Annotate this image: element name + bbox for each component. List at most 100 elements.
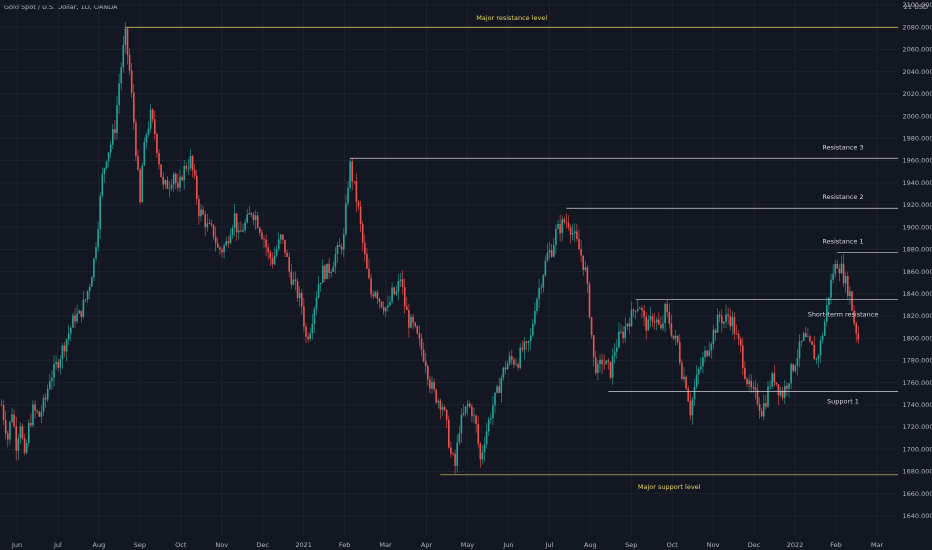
candle-body bbox=[183, 165, 185, 181]
candle-body bbox=[473, 415, 475, 417]
candle-body bbox=[704, 350, 706, 358]
candle-body bbox=[597, 364, 599, 373]
candle-body bbox=[481, 452, 484, 460]
candle-body bbox=[767, 386, 769, 407]
candle-body bbox=[23, 438, 26, 453]
candle-body bbox=[288, 256, 290, 272]
candle-body bbox=[490, 418, 492, 420]
price-levels: Major resistance level Resistance 3 Resist… bbox=[125, 14, 898, 491]
candle-body bbox=[523, 341, 526, 350]
candle-body bbox=[618, 331, 620, 348]
candle-body bbox=[622, 331, 624, 339]
candle-body bbox=[271, 258, 274, 265]
candle-body bbox=[246, 214, 248, 223]
candle-body bbox=[351, 161, 353, 182]
currency-label: 21 USD bbox=[903, 3, 928, 11]
candle-body bbox=[223, 245, 225, 253]
candle-body bbox=[653, 321, 656, 323]
price-axis[interactable]: 1640.000 1660.000 1680.000 1700.000 1720.000… bbox=[902, 1, 932, 520]
level-label: Resistance 2 bbox=[822, 193, 863, 201]
candle-body bbox=[718, 314, 721, 317]
candle-body bbox=[107, 152, 110, 162]
candle-body bbox=[546, 252, 549, 261]
candle-body bbox=[267, 247, 269, 253]
candle-body bbox=[832, 273, 834, 280]
candle-body bbox=[555, 229, 557, 245]
candle-body bbox=[672, 335, 675, 339]
candle-body bbox=[305, 326, 307, 337]
candle-body bbox=[647, 319, 650, 331]
candle-body bbox=[830, 279, 832, 298]
candle-body bbox=[118, 83, 120, 105]
candle-body bbox=[525, 341, 528, 343]
candle-body bbox=[238, 230, 240, 233]
candle-body bbox=[86, 291, 89, 300]
y-tick-label: 2060.000 bbox=[902, 46, 932, 54]
candle-body bbox=[790, 364, 792, 384]
candle-body bbox=[158, 153, 160, 165]
candle-body bbox=[122, 44, 125, 68]
candle-body bbox=[508, 356, 511, 364]
candle-body bbox=[607, 360, 610, 362]
candle-body bbox=[660, 324, 662, 329]
candle-body bbox=[448, 419, 450, 448]
candle-body bbox=[397, 280, 400, 292]
candle-body bbox=[61, 345, 64, 360]
candle-body bbox=[261, 232, 263, 239]
x-tick-label: Jul bbox=[53, 541, 62, 549]
candle-body bbox=[571, 233, 574, 235]
candle-body bbox=[454, 453, 456, 466]
candle-body bbox=[187, 168, 190, 169]
candle-body bbox=[752, 387, 755, 388]
candle-body bbox=[72, 315, 74, 328]
candle-body bbox=[817, 355, 820, 360]
candle-body bbox=[550, 250, 553, 257]
x-tick-label: Mar bbox=[871, 541, 884, 549]
candle-body bbox=[443, 407, 446, 411]
candle-body bbox=[548, 250, 551, 253]
candle-body bbox=[95, 247, 97, 259]
candle-body bbox=[857, 333, 860, 340]
candle-body bbox=[777, 384, 780, 396]
candle-body bbox=[462, 413, 465, 415]
candle-body bbox=[744, 367, 746, 379]
candle-body bbox=[559, 224, 561, 234]
candle-body bbox=[240, 230, 242, 232]
candle-body bbox=[15, 426, 17, 451]
candle-body bbox=[252, 214, 255, 221]
x-tick-label: Dec bbox=[748, 541, 761, 549]
candle-body bbox=[13, 414, 15, 427]
candle-body bbox=[330, 271, 332, 274]
candle-body bbox=[204, 214, 206, 228]
candle-body bbox=[294, 279, 297, 281]
candle-body bbox=[284, 239, 286, 253]
candle-body bbox=[706, 350, 708, 356]
candle-body bbox=[145, 134, 148, 143]
candle-body bbox=[343, 234, 345, 250]
candle-body bbox=[65, 339, 68, 352]
candle-body bbox=[298, 293, 301, 298]
time-axis[interactable]: Jun Jul Aug Sep Oct Nov Dec 2021 Feb Mar Apr May Jun… bbox=[11, 541, 883, 549]
x-tick-label: Oct bbox=[667, 541, 679, 549]
level-label: Resistance 3 bbox=[822, 143, 863, 151]
candle-body bbox=[256, 215, 259, 228]
candle-body bbox=[601, 359, 603, 365]
candle-body bbox=[634, 310, 637, 312]
y-tick-label: 1820.000 bbox=[902, 312, 932, 320]
candle-body bbox=[590, 317, 593, 336]
candle-series bbox=[0, 22, 860, 474]
candle-body bbox=[639, 308, 641, 309]
candle-body bbox=[154, 119, 156, 135]
candle-body bbox=[59, 359, 62, 368]
candle-body bbox=[748, 380, 750, 385]
y-tick-label: 2100.000 bbox=[902, 1, 932, 9]
candle-body bbox=[716, 314, 719, 333]
x-tick-label: Jun bbox=[502, 541, 513, 549]
candle-body bbox=[469, 403, 471, 407]
candle-body bbox=[439, 400, 442, 410]
candle-body bbox=[277, 239, 280, 250]
level-label: Major support level bbox=[638, 483, 701, 491]
candle-body bbox=[580, 249, 582, 256]
candle-body bbox=[76, 313, 78, 322]
